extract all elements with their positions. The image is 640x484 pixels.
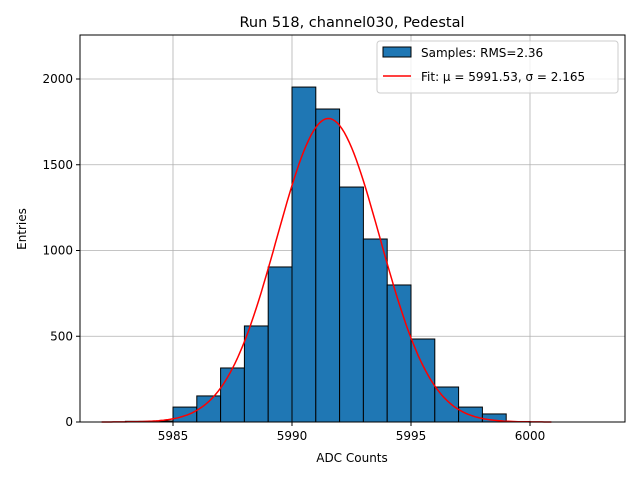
histogram-bar xyxy=(220,367,245,423)
y-axis-label: Entries xyxy=(15,208,29,250)
x-tick-label: 5985 xyxy=(158,429,189,443)
legend: Samples: RMS=2.36 Fit: μ = 5991.53, σ = … xyxy=(376,40,619,94)
chart-title: Run 518, channel030, Pedestal xyxy=(239,15,464,31)
y-tick-label: 1500 xyxy=(42,158,73,172)
histogram-bar xyxy=(243,325,269,423)
x-axis-label: ADC Counts xyxy=(316,451,388,465)
histogram-bar xyxy=(339,186,364,423)
histogram-bar xyxy=(291,86,317,423)
x-tick-label: 5990 xyxy=(277,429,308,443)
legend-bar-swatch xyxy=(382,46,412,58)
legend-fit: Fit: μ = 5991.53, σ = 2.165 xyxy=(421,70,585,84)
x-tick-label: 5995 xyxy=(396,429,427,443)
legend-samples: Samples: RMS=2.36 xyxy=(421,46,543,60)
plot-frame xyxy=(79,34,626,423)
y-tick-label: 1000 xyxy=(42,244,73,258)
y-tick-label: 2000 xyxy=(42,72,73,86)
histogram-bar xyxy=(267,266,293,423)
x-tick-label: 6000 xyxy=(515,429,546,443)
y-tick-label: 0 xyxy=(65,415,73,429)
histogram-bar xyxy=(362,238,388,423)
histogram-bar xyxy=(315,108,341,423)
histogram-bar xyxy=(434,386,460,423)
y-tick-label: 500 xyxy=(50,329,73,343)
fit-curve xyxy=(101,117,552,423)
histogram-bar xyxy=(172,406,198,423)
